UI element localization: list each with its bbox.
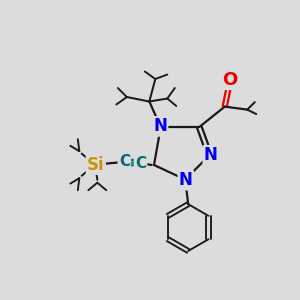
Text: N: N: [204, 146, 218, 164]
Text: C: C: [119, 154, 130, 169]
Text: N: N: [153, 117, 167, 135]
Text: Si: Si: [87, 156, 105, 174]
Text: C: C: [135, 156, 146, 171]
Text: O: O: [222, 70, 237, 88]
Text: N: N: [179, 171, 193, 189]
